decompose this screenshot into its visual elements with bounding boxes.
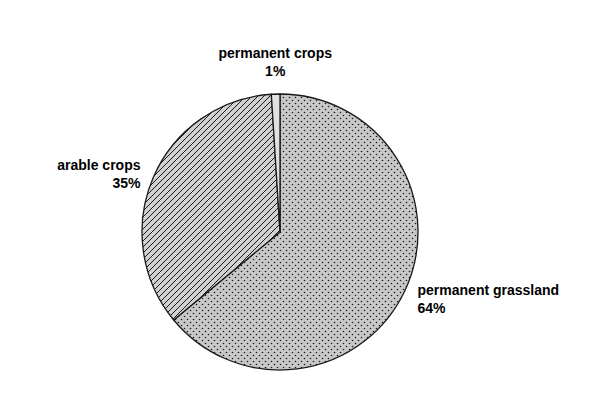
value-label: 1%: [265, 63, 286, 79]
slices: [142, 94, 418, 370]
labels: permanent grassland 64% arable crops 35% per…: [57, 45, 559, 316]
slice: [142, 94, 280, 320]
slice-label: permanent crops: [218, 45, 332, 61]
value-label: 35%: [112, 175, 141, 191]
slice-label: permanent grassland: [418, 282, 560, 298]
slice: [271, 94, 280, 232]
chart: permanent grassland 64% arable crops 35% per…: [0, 0, 604, 420]
slice-label: arable crops: [57, 157, 140, 173]
value-label: 64%: [418, 300, 447, 316]
